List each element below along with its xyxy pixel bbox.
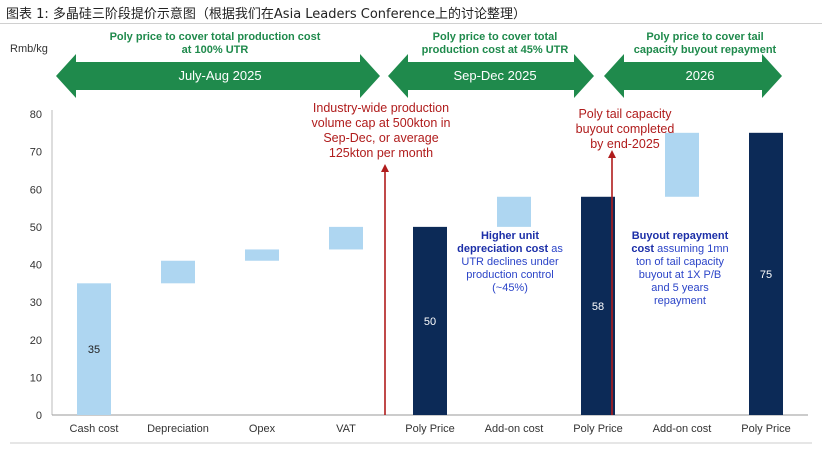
repay-bold-line2: cost xyxy=(631,243,655,255)
phase-3-arrow xyxy=(604,54,782,98)
arrow-head xyxy=(381,164,389,172)
cap-line2: volume cap at 500kton in xyxy=(311,116,451,130)
cap-line1: Industry-wide production xyxy=(312,101,450,115)
y-tick-label: 70 xyxy=(30,147,42,159)
cost-bar xyxy=(245,249,279,261)
repay-bold-line1: Buyout repayment xyxy=(631,230,729,242)
production-cap-annotation: Industry-wide production volume cap at 5… xyxy=(296,101,466,161)
bar-value-label: 58 xyxy=(592,301,604,313)
depr-line5: (~45%) xyxy=(492,282,528,294)
y-tick-label: 20 xyxy=(30,335,42,347)
x-category-label: Opex xyxy=(249,423,276,435)
repay-tail: assuming 1mn xyxy=(654,243,729,255)
phase-1-desc-line1: Poly price to cover total production cos… xyxy=(109,31,321,43)
bar-value-label: 75 xyxy=(760,269,772,281)
repay-line3: ton of tail capacity xyxy=(635,256,725,268)
x-category-label: VAT xyxy=(336,423,356,435)
x-category-label: Cash cost xyxy=(70,423,119,435)
title-divider xyxy=(0,23,822,24)
cost-bar xyxy=(329,226,363,250)
poly-price-bar xyxy=(581,196,615,415)
phase-3-desc-line1: Poly price to cover tail xyxy=(646,31,764,43)
depr-tail: as xyxy=(548,243,563,255)
repay-line4: buyout at 1X P/B xyxy=(638,269,722,281)
x-category-label: Poly Price xyxy=(573,423,623,435)
depr-line3: UTR declines under xyxy=(461,256,559,268)
depr-bold-line1: Higher unit xyxy=(480,230,540,242)
phase-1-arrow xyxy=(56,54,380,98)
x-category-label: Add-on cost xyxy=(653,423,712,435)
y-tick-label: 10 xyxy=(30,372,42,384)
phase-2-arrow-label: Sep-Dec 2025 xyxy=(453,68,537,83)
cap-line3: Sep-Dec, or average xyxy=(323,131,439,145)
phase-2-description: Poly price to cover total production cos… xyxy=(400,31,590,57)
buyout-line2: buyout completed xyxy=(575,122,675,136)
x-category-label: Depreciation xyxy=(147,423,209,435)
y-tick-label: 30 xyxy=(30,297,42,309)
phase-3-description: Poly price to cover tail capacity buyout… xyxy=(620,31,790,57)
arrow-head xyxy=(608,150,616,158)
phase-1-desc-line2: at 100% UTR xyxy=(181,44,249,56)
depreciation-annotation: Higher unit depreciation cost as UTR dec… xyxy=(444,230,576,295)
depr-line4: production control xyxy=(466,269,554,281)
poly-price-bar xyxy=(413,226,447,415)
y-tick-label: 0 xyxy=(36,410,42,422)
y-axis-title: Rmb/kg xyxy=(10,43,48,55)
cost-bar xyxy=(497,196,531,227)
repayment-annotation: Buyout repayment cost assuming 1mn ton o… xyxy=(624,230,736,308)
depr-bold-line2: depreciation cost xyxy=(457,243,549,255)
cost-bar xyxy=(77,283,111,415)
buyout-line3: by end-2025 xyxy=(590,137,660,151)
phase-3-arrow-label: 2026 xyxy=(685,68,715,83)
buyout-completed-annotation: Poly tail capacity buyout completed by e… xyxy=(555,107,695,152)
cost-bar xyxy=(161,260,195,284)
phase-1-arrow-label: July-Aug 2025 xyxy=(178,68,262,83)
phase-2-arrow xyxy=(388,54,594,98)
cap-line4: 125kton per month xyxy=(328,146,434,160)
x-category-label: Poly Price xyxy=(741,423,791,435)
repay-line6: repayment xyxy=(654,295,706,307)
repay-line5: and 5 years xyxy=(651,282,709,294)
y-tick-label: 50 xyxy=(30,222,42,234)
x-category-label: Add-on cost xyxy=(485,423,544,435)
y-tick-label: 60 xyxy=(30,184,42,196)
phase-2-desc-line1: Poly price to cover total xyxy=(432,31,558,43)
x-category-label: Poly Price xyxy=(405,423,455,435)
bar-value-label: 50 xyxy=(424,316,436,328)
poly-price-bar xyxy=(749,132,783,415)
phase-3-desc-line2: capacity buyout repayment xyxy=(633,44,777,56)
y-tick-label: 80 xyxy=(30,109,42,121)
cost-bar xyxy=(665,132,699,197)
buyout-line1: Poly tail capacity xyxy=(578,107,672,121)
chart-title: 图表 1: 多晶硅三阶段提价示意图（根据我们在Asia Leaders Conf… xyxy=(6,7,527,22)
y-tick-label: 40 xyxy=(30,260,42,272)
bar-value-label: 35 xyxy=(88,344,100,356)
phase-2-desc-line2: production cost at 45% UTR xyxy=(421,44,569,56)
phase-1-description: Poly price to cover total production cos… xyxy=(70,31,360,57)
